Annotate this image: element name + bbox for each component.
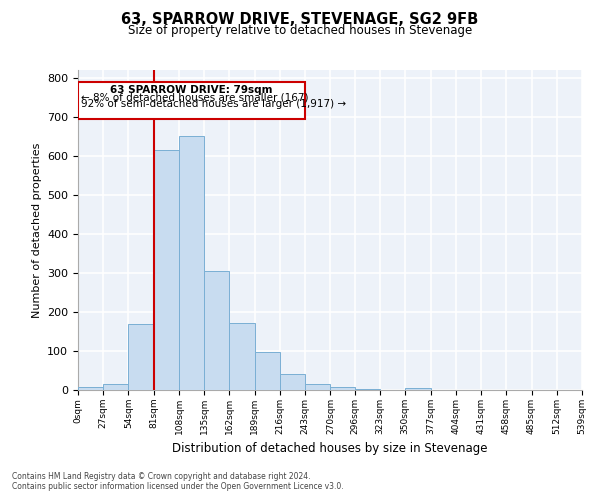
X-axis label: Distribution of detached houses by size in Stevenage: Distribution of detached houses by size … [172, 442, 488, 456]
Bar [204, 271, 229, 390]
Text: Contains HM Land Registry data © Crown copyright and database right 2024.: Contains HM Land Registry data © Crown c… [12, 472, 311, 481]
Bar [280, 374, 305, 390]
Bar [179, 136, 204, 390]
Bar [305, 384, 331, 390]
Text: 63 SPARROW DRIVE: 79sqm: 63 SPARROW DRIVE: 79sqm [110, 85, 273, 95]
Text: 92% of semi-detached houses are larger (1,917) →: 92% of semi-detached houses are larger (… [81, 100, 346, 110]
Bar [154, 150, 179, 390]
Bar [78, 388, 103, 390]
Bar [255, 352, 280, 390]
Bar [229, 323, 255, 390]
Text: 63, SPARROW DRIVE, STEVENAGE, SG2 9FB: 63, SPARROW DRIVE, STEVENAGE, SG2 9FB [121, 12, 479, 28]
Text: Contains public sector information licensed under the Open Government Licence v3: Contains public sector information licen… [12, 482, 344, 491]
Bar [128, 324, 154, 390]
Bar [331, 388, 355, 390]
Text: Size of property relative to detached houses in Stevenage: Size of property relative to detached ho… [128, 24, 472, 37]
Text: ← 8% of detached houses are smaller (167): ← 8% of detached houses are smaller (167… [81, 92, 308, 102]
Bar [78, 82, 305, 119]
Bar [405, 388, 431, 390]
Bar [355, 389, 380, 390]
Bar [103, 384, 128, 390]
Y-axis label: Number of detached properties: Number of detached properties [32, 142, 41, 318]
